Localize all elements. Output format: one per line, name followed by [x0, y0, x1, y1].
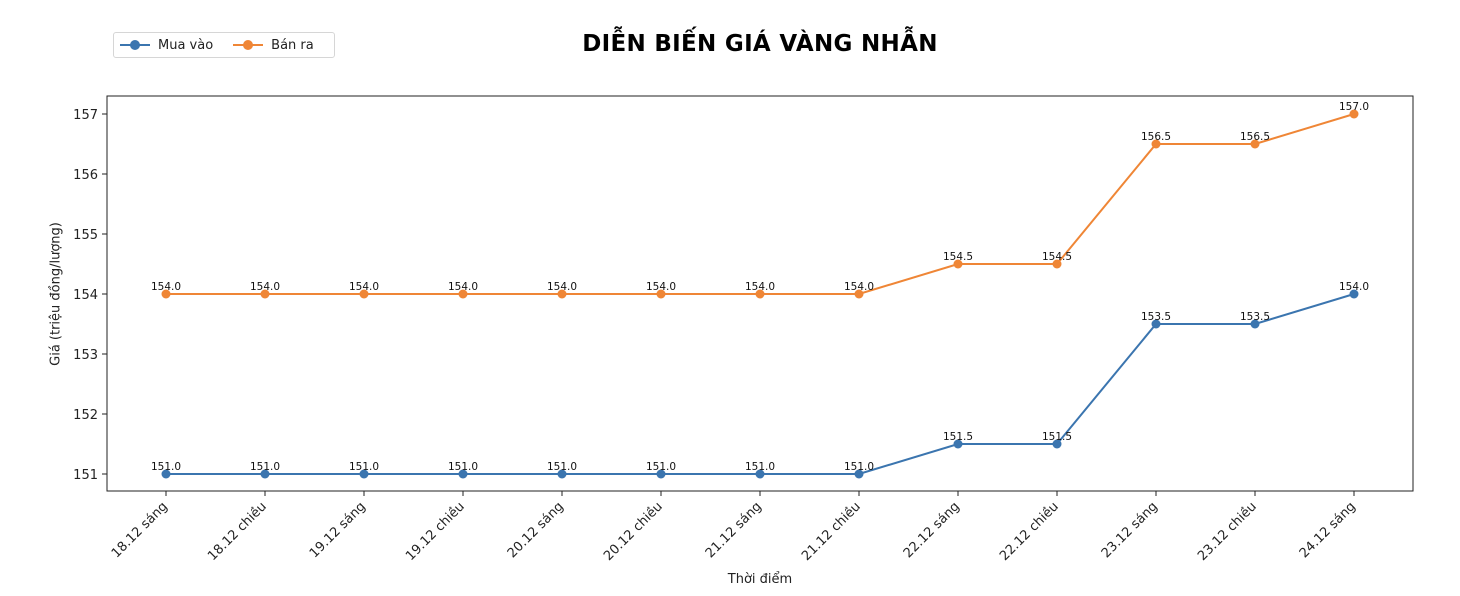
- series-line: [166, 293, 1355, 475]
- line-marker-icon: [233, 39, 264, 51]
- data-point-marker: [359, 469, 369, 479]
- series-lines: [161, 109, 1359, 479]
- data-label: 153.5: [1141, 311, 1171, 323]
- data-label: 154.0: [349, 281, 379, 293]
- data-point-marker: [458, 289, 468, 299]
- data-point-marker: [755, 469, 765, 479]
- data-point-marker: [1151, 319, 1161, 329]
- data-label: 151.5: [943, 431, 973, 443]
- y-tick-label: 153: [73, 348, 98, 363]
- y-axis-label: Giá (triệu đồng/lượng): [48, 222, 64, 366]
- x-tick-label: 22.12 chiều: [997, 499, 1062, 564]
- data-point-marker: [1349, 109, 1359, 119]
- x-tick-label: 21.12 chiều: [799, 499, 864, 564]
- data-label: 156.5: [1141, 131, 1171, 143]
- legend-label: Bán ra: [271, 37, 314, 53]
- y-tick-label: 152: [73, 408, 98, 423]
- data-label: 154.5: [943, 251, 973, 263]
- x-tick-label: 18.12 chiều: [205, 499, 270, 564]
- data-label: 154.0: [844, 281, 874, 293]
- data-point-marker: [1052, 259, 1062, 269]
- y-tick-label: 157: [73, 108, 98, 123]
- legend-item-mua-vao: Mua vào: [120, 38, 213, 53]
- data-label: 154.5: [1042, 251, 1072, 263]
- series-line: [166, 113, 1355, 295]
- data-label: 153.5: [1240, 311, 1270, 323]
- x-axis-label: Thời điểm: [727, 572, 793, 587]
- data-label: 151.0: [151, 461, 181, 473]
- line-marker-icon: [120, 39, 150, 51]
- data-label: 151.0: [349, 461, 379, 473]
- chart-title: DIỄN BIẾN GIÁ VÀNG NHẪN: [582, 31, 938, 57]
- data-point-marker: [1052, 439, 1062, 449]
- data-point-marker: [854, 289, 864, 299]
- data-label: 154.0: [1339, 281, 1369, 293]
- y-tick-label: 151: [73, 468, 98, 483]
- data-point-marker: [656, 289, 666, 299]
- data-point-marker: [161, 289, 171, 299]
- data-label: 156.5: [1240, 131, 1270, 143]
- data-point-marker: [260, 289, 270, 299]
- data-labels: 151.0 151.0 151.0 151.0 151.0 151.0 151.0 151.0…: [151, 101, 1369, 473]
- data-label: 151.0: [547, 461, 577, 473]
- data-point-marker: [755, 289, 765, 299]
- data-point-marker: [557, 289, 567, 299]
- data-label: 154.0: [250, 281, 280, 293]
- data-label: 154.0: [646, 281, 676, 293]
- y-tick-label: 155: [73, 228, 98, 243]
- data-point-marker: [557, 469, 567, 479]
- y-tick-label: 154: [73, 288, 98, 303]
- legend-label: Mua vào: [158, 37, 214, 53]
- data-label: 154.0: [547, 281, 577, 293]
- x-tick-label: 19.12 sáng: [307, 499, 369, 561]
- plot-area: 151 152 153 154 155 156 157 18.12 sáng 18.12 chi…: [73, 95, 1414, 564]
- data-label: 154.0: [151, 281, 181, 293]
- data-label: 151.5: [1042, 431, 1072, 443]
- data-point-marker: [359, 289, 369, 299]
- data-label: 154.0: [745, 281, 775, 293]
- data-point-marker: [1349, 289, 1359, 299]
- x-tick-label: 20.12 chiều: [601, 499, 666, 564]
- data-label: 151.0: [745, 461, 775, 473]
- legend-item-ban-ra: Bán ra: [233, 38, 314, 53]
- x-tick-label: 23.12 sáng: [1099, 499, 1161, 561]
- data-label: 157.0: [1339, 101, 1369, 113]
- data-label: 151.0: [448, 461, 478, 473]
- y-tick-label: 156: [73, 168, 98, 183]
- data-point-marker: [656, 469, 666, 479]
- data-point-marker: [458, 469, 468, 479]
- data-point-marker: [1250, 139, 1260, 149]
- data-point-marker: [161, 469, 171, 479]
- legend: Mua vào Bán ra: [113, 32, 335, 58]
- data-label: 151.0: [250, 461, 280, 473]
- data-label: 151.0: [646, 461, 676, 473]
- data-point-marker: [1151, 139, 1161, 149]
- data-point-marker: [953, 439, 963, 449]
- x-tick-label: 23.12 chiều: [1195, 499, 1260, 564]
- x-tick-label: 24.12 sáng: [1297, 499, 1359, 561]
- x-tick-label: 19.12 chiều: [403, 499, 468, 564]
- data-label: 151.0: [844, 461, 874, 473]
- x-tick-label: 22.12 sáng: [901, 499, 963, 561]
- data-point-marker: [854, 469, 864, 479]
- x-tick-label: 18.12 sáng: [109, 499, 171, 561]
- data-point-marker: [260, 469, 270, 479]
- x-tick-label: 20.12 sáng: [505, 499, 567, 561]
- x-tick-label: 21.12 sáng: [703, 499, 765, 561]
- data-point-marker: [1250, 319, 1260, 329]
- data-label: 154.0: [448, 281, 478, 293]
- data-point-marker: [953, 259, 963, 269]
